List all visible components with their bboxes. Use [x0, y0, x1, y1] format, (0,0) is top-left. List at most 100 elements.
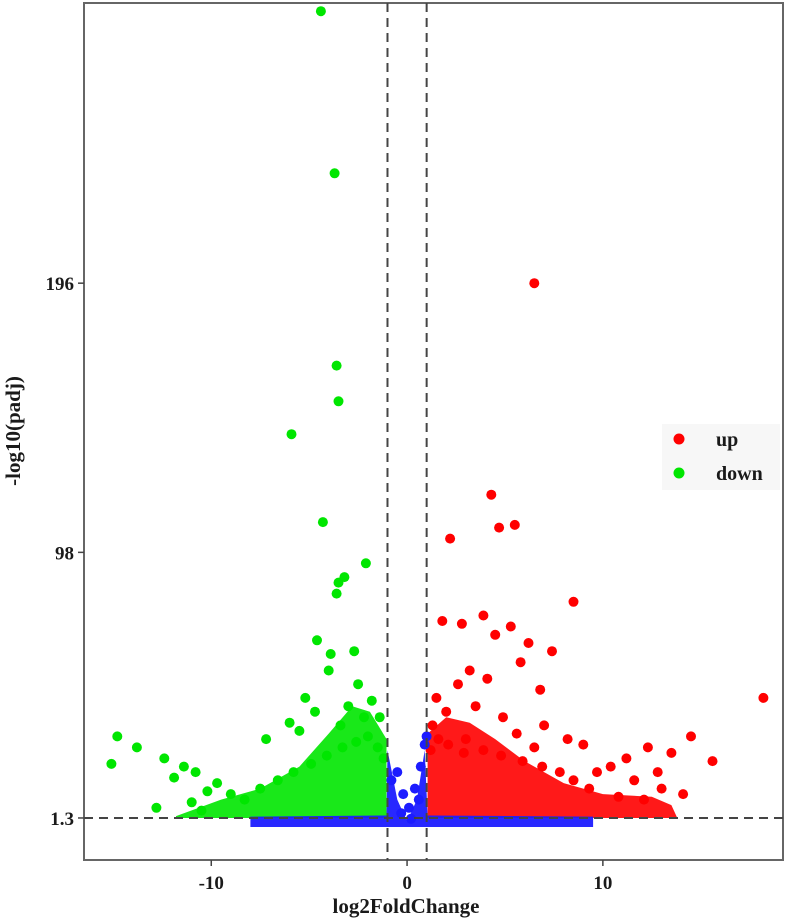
up-point [613, 791, 624, 802]
up-point [431, 692, 442, 703]
down-point [212, 778, 223, 789]
legend-up-label: up [716, 429, 738, 451]
up-point [537, 761, 548, 772]
down-point [239, 794, 250, 805]
up-point [629, 775, 640, 786]
legend-up-marker [673, 433, 685, 445]
down-point [353, 679, 364, 690]
down-point [335, 720, 346, 731]
axes: -10 0 10 1.3 98 196 [46, 274, 613, 894]
down-point [159, 753, 170, 764]
up-point [494, 522, 505, 533]
down-point [329, 168, 340, 179]
down-point [131, 742, 142, 753]
up-point [486, 489, 497, 500]
up-point [539, 720, 550, 731]
down-point [331, 360, 342, 371]
up-point [656, 783, 667, 794]
x-tick-label: 10 [593, 873, 612, 894]
down-point [306, 758, 317, 769]
up-point [686, 731, 696, 742]
y-axis-title: -log10(padj) [1, 376, 25, 486]
up-point [509, 519, 520, 530]
up-point [437, 616, 448, 626]
up-point [478, 745, 489, 756]
down-point [359, 712, 369, 723]
up-point [498, 712, 508, 723]
down-point [315, 6, 326, 17]
down-point [196, 805, 207, 816]
up-point [554, 767, 565, 778]
up-point [666, 747, 677, 758]
nosig-point [392, 767, 403, 778]
down-point [255, 783, 266, 794]
up-point [562, 734, 573, 745]
up-point [529, 742, 540, 753]
x-tick-label: -10 [199, 873, 224, 894]
nosig-point [415, 761, 426, 772]
down-point [300, 692, 311, 703]
density-bands [176, 706, 678, 827]
down-point [349, 646, 360, 657]
down-point [272, 775, 283, 786]
up-point [707, 756, 718, 767]
down-point [112, 731, 123, 742]
up-point [511, 728, 522, 739]
up-point [621, 753, 632, 764]
nosig-point [413, 794, 424, 805]
up-point [605, 761, 616, 772]
up-point [547, 646, 557, 657]
up-point [470, 701, 481, 712]
down-point [343, 701, 354, 712]
up-point [758, 692, 769, 703]
down-point [288, 767, 299, 778]
nosig-point [421, 731, 432, 742]
down-point [323, 665, 334, 676]
up-point [639, 794, 649, 805]
data-points [106, 6, 769, 824]
up-point [642, 742, 653, 753]
down-point [202, 786, 213, 797]
down-point [366, 695, 377, 706]
up-point [584, 783, 595, 794]
down-point [333, 577, 344, 588]
y-tick-label: 196 [46, 274, 75, 295]
y-tick-label: 1.3 [50, 809, 74, 830]
up-point [496, 750, 507, 761]
down-point [225, 789, 236, 800]
down-point [351, 736, 362, 747]
up-point [523, 638, 534, 648]
down-point [360, 558, 371, 569]
down-point [186, 797, 197, 808]
nosig-point [404, 802, 414, 813]
up-point [441, 706, 452, 717]
legend: up down [662, 424, 780, 490]
down-point [321, 750, 332, 761]
up-point [482, 673, 493, 684]
legend-down-marker [673, 467, 685, 479]
down-point [169, 772, 180, 783]
nosig-density-band [250, 750, 594, 827]
up-point [443, 739, 454, 750]
down-point [374, 712, 385, 723]
nosig-point [386, 775, 397, 786]
down-point [317, 517, 328, 528]
up-density-band [427, 717, 678, 818]
up-point [578, 739, 589, 750]
down-point [378, 753, 389, 764]
down-point [261, 734, 272, 745]
up-point [453, 679, 463, 690]
down-point [362, 731, 373, 742]
x-axis-title: log2FoldChange [332, 894, 479, 918]
up-point [464, 665, 475, 676]
up-point [460, 734, 471, 745]
up-point [529, 278, 540, 289]
down-point [190, 767, 201, 778]
y-tick-label: 98 [55, 543, 74, 564]
down-point [310, 706, 320, 717]
up-point [568, 775, 579, 786]
down-point [106, 758, 117, 769]
nosig-point [396, 808, 407, 819]
up-point [478, 610, 489, 621]
